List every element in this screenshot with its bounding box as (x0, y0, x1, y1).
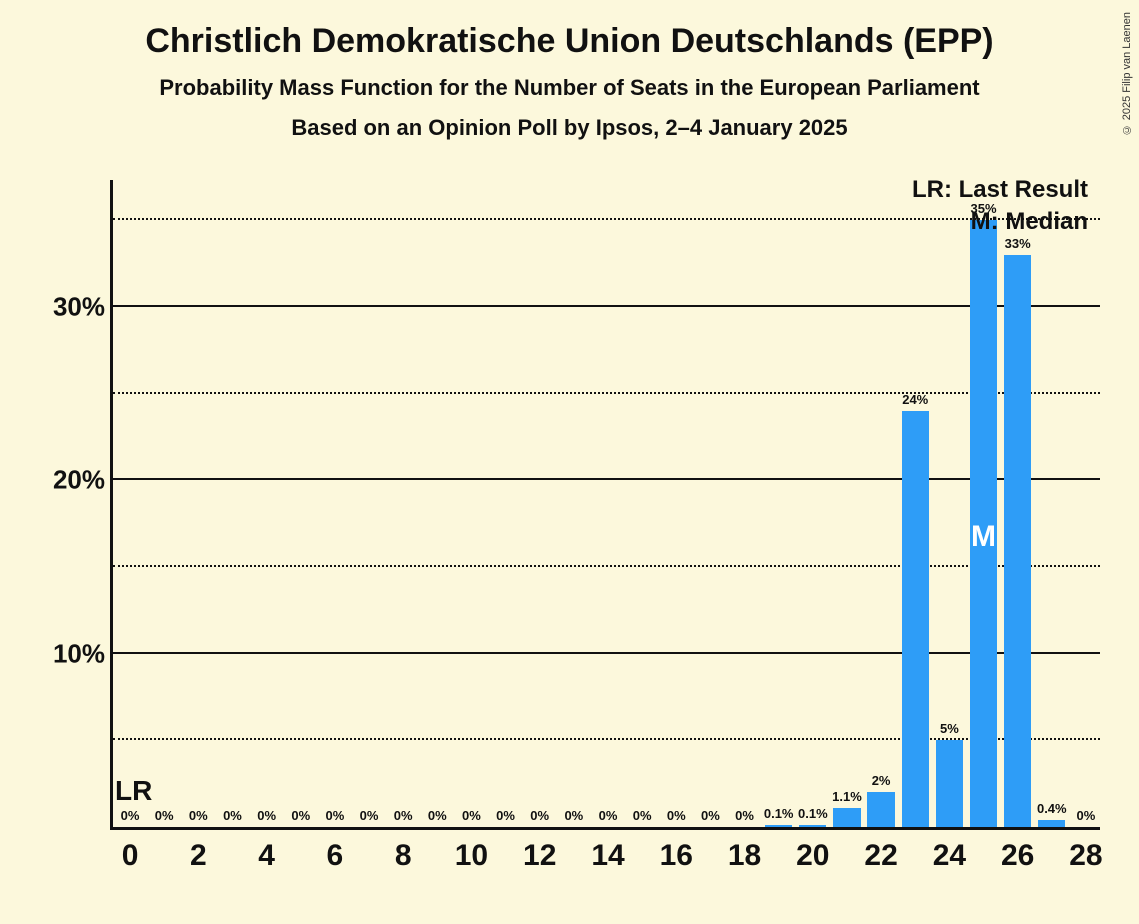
chart-subtitle-2: Based on an Opinion Poll by Ipsos, 2–4 J… (0, 115, 1139, 141)
bar-value-label: 0% (462, 808, 481, 823)
bar-slot: 0% (181, 180, 215, 827)
bar-value-label: 0% (189, 808, 208, 823)
y-tick-label: 10% (53, 638, 105, 669)
bar-value-label: 0% (701, 808, 720, 823)
bar-value-label: 0% (496, 808, 515, 823)
bar-value-label: 0% (564, 808, 583, 823)
bar (902, 411, 929, 827)
x-tick-label: 22 (864, 839, 897, 873)
bar-value-label: 0% (428, 808, 447, 823)
bar-slot: 0.1% (796, 180, 830, 827)
bar-slot: 0% (489, 180, 523, 827)
x-tick-label: 0 (122, 839, 139, 873)
bar-slot: 0% (659, 180, 693, 827)
bar-value-label: 0% (667, 808, 686, 823)
bar-slot: 0% (1069, 180, 1103, 827)
bar-value-label: 0% (633, 808, 652, 823)
legend-last-result: LR: Last Result (912, 176, 1088, 204)
bar-value-label: 0.4% (1037, 801, 1067, 816)
bar-slot: 0% (454, 180, 488, 827)
bar (1038, 820, 1065, 827)
bar-slot: 0% (625, 180, 659, 827)
bar-value-label: 0.1% (764, 806, 794, 821)
bar-value-label: 2% (872, 773, 891, 788)
bar-slot: 5% (932, 180, 966, 827)
bars-container: 0% 0% 0% 0% 0% 0% 0% 0% 0% 0% 0% 0% 0% 0% 0% 0% 0% 0% 0% 0.… (113, 180, 1100, 827)
lr-marker: LR (115, 775, 152, 807)
y-tick-label: 30% (53, 292, 105, 323)
bar-value-label: 0% (599, 808, 618, 823)
x-tick-label: 2 (190, 839, 207, 873)
bar-slot: 0.1% (762, 180, 796, 827)
bar-value-label: 0% (360, 808, 379, 823)
bar-slot: 0% (147, 180, 181, 827)
x-tick-label: 20 (796, 839, 829, 873)
x-tick-label: 18 (728, 839, 761, 873)
x-tick-label: 26 (1001, 839, 1034, 873)
bar-slot: 0% (250, 180, 284, 827)
bar (867, 792, 894, 827)
bar-value-label: 5% (940, 721, 959, 736)
bar-slot: 24% (898, 180, 932, 827)
bar-slot: 0% (420, 180, 454, 827)
x-tick-label: 14 (591, 839, 624, 873)
bar-value-label: 0% (325, 808, 344, 823)
bar-value-label: 24% (902, 392, 928, 407)
x-tick-label: 6 (327, 839, 344, 873)
bar-slot: 33% (1001, 180, 1035, 827)
bar-value-label: 0% (1077, 808, 1096, 823)
chart-area: 0% 0% 0% 0% 0% 0% 0% 0% 0% 0% 0% 0% 0% 0% 0% 0% 0% 0% 0% 0.… (40, 170, 1110, 890)
x-tick-label: 12 (523, 839, 556, 873)
bar-slot: 0% (727, 180, 761, 827)
bar-value-label: 0% (291, 808, 310, 823)
m-marker: M (971, 520, 996, 554)
bar (1004, 255, 1031, 827)
bar (799, 825, 826, 827)
bar-value-label: 0.1% (798, 806, 828, 821)
bar-slot: 0% (352, 180, 386, 827)
credit-text: © 2025 Filip van Laenen (1121, 12, 1133, 135)
bar-slot: 0% (215, 180, 249, 827)
bar-value-label: 0% (223, 808, 242, 823)
x-tick-label: 8 (395, 839, 412, 873)
bar (936, 740, 963, 827)
bar-slot: 0% (113, 180, 147, 827)
y-tick-label: 20% (53, 465, 105, 496)
bar (765, 825, 792, 827)
x-tick-label: 28 (1069, 839, 1102, 873)
x-tick-label: 4 (258, 839, 275, 873)
title-block: Christlich Demokratische Union Deutschla… (0, 0, 1139, 141)
bar-value-label: 33% (1005, 236, 1031, 251)
bar-slot: 0% (386, 180, 420, 827)
bar-value-label: 0% (530, 808, 549, 823)
bar-slot: 0% (523, 180, 557, 827)
bar-value-label: 0% (735, 808, 754, 823)
bar-slot: 0% (591, 180, 625, 827)
x-tick-label: 24 (933, 839, 966, 873)
bar-slot: 0% (318, 180, 352, 827)
plot-area: 0% 0% 0% 0% 0% 0% 0% 0% 0% 0% 0% 0% 0% 0% 0% 0% 0% 0% 0% 0.… (110, 180, 1100, 830)
chart-subtitle-1: Probability Mass Function for the Number… (0, 75, 1139, 101)
bar-slot: 2% (864, 180, 898, 827)
chart-title: Christlich Demokratische Union Deutschla… (0, 22, 1139, 61)
bar-slot: 0% (557, 180, 591, 827)
bar-value-label: 0% (394, 808, 413, 823)
bar-value-label: 1.1% (832, 789, 862, 804)
bar-value-label: 0% (257, 808, 276, 823)
bar-slot: 1.1% (830, 180, 864, 827)
legend-median: M: Median (971, 208, 1088, 236)
bar-slot: 0% (693, 180, 727, 827)
bar (833, 808, 860, 827)
x-tick-label: 16 (660, 839, 693, 873)
x-tick-label: 10 (455, 839, 488, 873)
bar-value-label: 0% (155, 808, 174, 823)
bar-value-label: 0% (121, 808, 140, 823)
bar-slot: 35%M (966, 180, 1000, 827)
bar-slot: 0% (284, 180, 318, 827)
bar-slot: 0.4% (1035, 180, 1069, 827)
